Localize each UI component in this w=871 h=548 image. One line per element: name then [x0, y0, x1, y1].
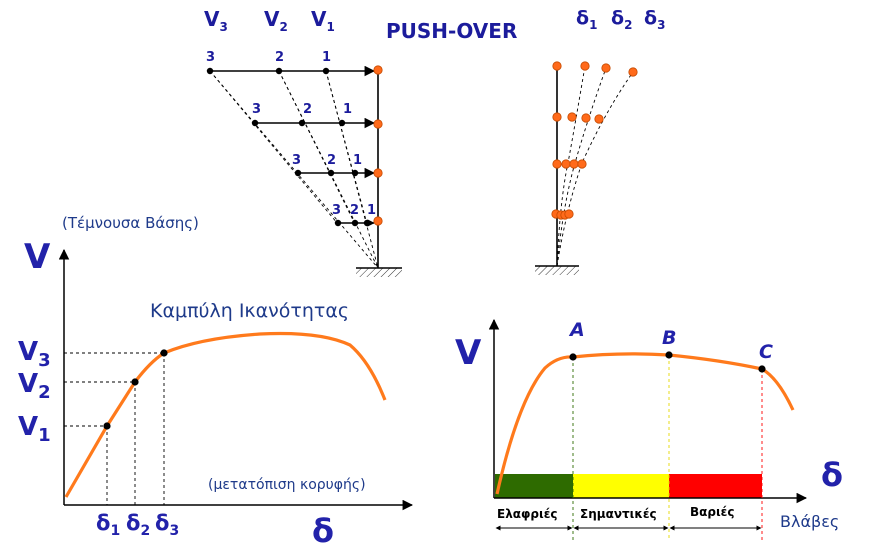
- frame-support-hatch: [356, 268, 402, 277]
- svg-text:2: 2: [303, 102, 312, 117]
- left-y-axis-symbol: V: [24, 237, 51, 277]
- svg-text:2: 2: [350, 203, 359, 218]
- zone-light-label: Ελαφριές: [497, 507, 557, 521]
- frame-node: [373, 119, 383, 129]
- damage-chart: A B C V δ Βλάβες Ελαφριές Σημαντικές Βαρ…: [455, 318, 843, 540]
- svg-text:1: 1: [322, 50, 331, 65]
- load-level-numbers: 3 2 1 3 2 1 3 2 1 3 2 1: [206, 50, 376, 218]
- point-a-label: A: [568, 319, 585, 341]
- top-disp-labels: δ1 δ2 δ3: [576, 7, 665, 32]
- zone-severe: [669, 474, 762, 498]
- damage-curve: [495, 352, 795, 495]
- svg-text:1: 1: [343, 102, 352, 117]
- load-pattern-frame: 3 2 1 3 2 1 3 2 1 3 2 1: [206, 50, 402, 277]
- disp-label-d2: δ2: [611, 7, 632, 32]
- left-x-axis-symbol: δ: [312, 512, 334, 548]
- zone-significant-label: Σημαντικές: [580, 507, 657, 521]
- x-axis-note: (μετατόπιση κορυφής): [208, 477, 366, 493]
- load-envelope-lines: [209, 70, 379, 269]
- capacity-chart: (Τέμνουσα Βάσης) V Καμπύλη Ικανότητας (μ…: [18, 214, 414, 548]
- svg-text:3: 3: [252, 102, 261, 117]
- point-c-dot: [758, 365, 766, 373]
- curve-point-2: [131, 378, 139, 386]
- force-label-v1: V1: [311, 7, 335, 34]
- zone-severe-label: Βαριές: [690, 505, 734, 519]
- force-label-v2: V2: [264, 7, 288, 34]
- point-c-label: C: [759, 341, 773, 363]
- disp-label-d3: δ3: [644, 7, 665, 32]
- svg-text:1: 1: [353, 153, 362, 168]
- curve-point-1: [103, 422, 111, 430]
- svg-text:2: 2: [275, 50, 284, 65]
- frame-node: [373, 216, 383, 226]
- capacity-curve: [64, 331, 387, 498]
- point-a-dot: [569, 353, 577, 361]
- load-arrows-level-4: [206, 65, 383, 77]
- zone-significant: [573, 474, 669, 498]
- svg-text:3: 3: [292, 153, 301, 168]
- svg-text:3: 3: [206, 50, 215, 65]
- page-title: PUSH-OVER: [386, 19, 517, 43]
- right-y-axis-symbol: V: [455, 333, 482, 373]
- frame-node: [373, 65, 383, 75]
- deformed-nodes: [551, 61, 638, 220]
- disp-label-d1: δ1: [576, 7, 597, 32]
- top-force-labels: V3 V2 V1: [204, 7, 335, 34]
- curve-title: Καμπύλη Ικανότητας: [150, 300, 349, 322]
- d2-label: δ2: [126, 511, 150, 539]
- deformed-shapes: [535, 61, 638, 275]
- point-b-label: B: [662, 327, 676, 349]
- deformed-support-hatch: [535, 266, 579, 275]
- curve-point-3: [160, 349, 168, 357]
- svg-text:3: 3: [332, 203, 341, 218]
- v2-label: V2: [18, 369, 51, 403]
- d3-label: δ3: [155, 511, 179, 539]
- v3-label: V3: [18, 337, 51, 371]
- v1-label: V1: [18, 412, 51, 446]
- zone-light: [495, 474, 573, 498]
- reference-lines: [64, 352, 165, 505]
- load-arrows-level-3: [251, 117, 383, 129]
- right-x-axis-symbol: δ: [821, 456, 843, 494]
- point-b-dot: [665, 351, 673, 359]
- load-arrows-level-1: [334, 216, 383, 227]
- frame-node: [373, 168, 383, 178]
- y-axis-note: (Τέμνουσα Βάσης): [62, 214, 199, 232]
- d1-label: δ1: [96, 511, 120, 539]
- force-label-v3: V3: [204, 7, 228, 34]
- svg-text:1: 1: [367, 203, 376, 218]
- svg-text:2: 2: [327, 153, 336, 168]
- load-arrows-level-2: [294, 167, 383, 179]
- damage-label: Βλάβες: [780, 512, 839, 531]
